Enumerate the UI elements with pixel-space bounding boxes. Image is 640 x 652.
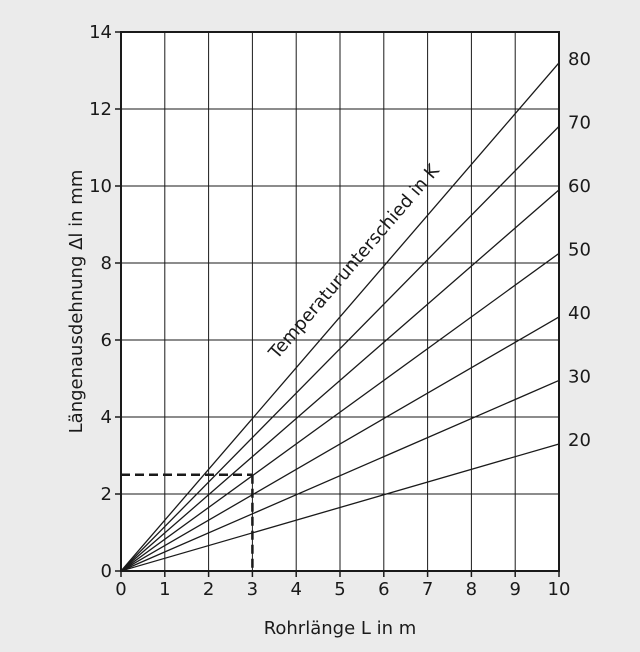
series-line-60 bbox=[120, 189, 560, 572]
grid bbox=[121, 32, 559, 571]
x-tick-label: 0 bbox=[115, 579, 126, 600]
series-label-40: 40 bbox=[568, 303, 591, 324]
x-tick-label: 2 bbox=[203, 579, 214, 600]
series-line-70 bbox=[120, 125, 560, 572]
series-labels: 20 30 40 50 60 70 80 bbox=[568, 49, 591, 451]
series-line-20 bbox=[120, 443, 560, 572]
series-line-30 bbox=[120, 379, 560, 572]
y-tick-label: 2 bbox=[101, 484, 112, 505]
x-tick-label: 4 bbox=[290, 579, 301, 600]
x-tick-label: 6 bbox=[378, 579, 389, 600]
y-tick-label: 6 bbox=[101, 330, 112, 351]
series-line-40 bbox=[120, 316, 560, 572]
series-lines bbox=[120, 62, 560, 572]
y-tick-label: 14 bbox=[89, 22, 112, 43]
series-label-20: 20 bbox=[568, 430, 591, 451]
y-tick-label: 0 bbox=[101, 561, 112, 582]
series-label-70: 70 bbox=[568, 112, 591, 133]
x-tick-label: 10 bbox=[548, 579, 571, 600]
series-label-50: 50 bbox=[568, 239, 591, 260]
y-axis-title: Längenausdehnung Δl in mm bbox=[66, 170, 87, 434]
y-tick-label: 10 bbox=[89, 176, 112, 197]
series-line-50 bbox=[120, 252, 560, 572]
example-reading bbox=[121, 473, 254, 571]
y-tick-label: 8 bbox=[101, 253, 112, 274]
x-tick-label: 3 bbox=[247, 579, 258, 600]
x-tick-label: 7 bbox=[422, 579, 433, 600]
x-tick-label: 5 bbox=[334, 579, 345, 600]
series-label-80: 80 bbox=[568, 49, 591, 70]
x-tick-label: 8 bbox=[466, 579, 477, 600]
series-label-60: 60 bbox=[568, 176, 591, 197]
x-axis-title: Rohrlänge L in m bbox=[264, 618, 417, 639]
x-tick-label: 9 bbox=[509, 579, 520, 600]
y-tick-label: 4 bbox=[101, 407, 112, 428]
series-line-80 bbox=[120, 62, 560, 572]
series-label-30: 30 bbox=[568, 366, 591, 387]
x-tick-label: 1 bbox=[159, 579, 170, 600]
y-tick-label: 12 bbox=[89, 99, 112, 120]
